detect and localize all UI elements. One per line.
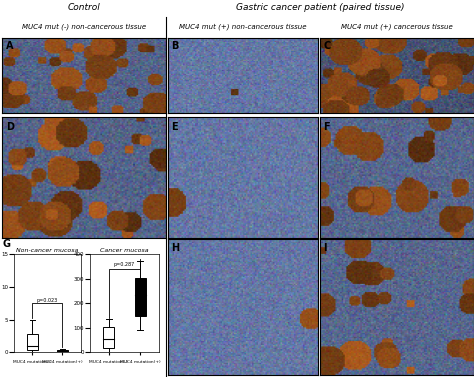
Bar <box>27 334 37 350</box>
Text: MUC4 mut (+) non-cancerous tissue: MUC4 mut (+) non-cancerous tissue <box>179 23 307 30</box>
Text: H: H <box>171 244 179 253</box>
Text: G: G <box>2 239 10 250</box>
Title: Cancer mucosa: Cancer mucosa <box>100 248 149 253</box>
Text: D: D <box>6 122 14 132</box>
Text: E: E <box>171 122 178 132</box>
Text: A: A <box>6 41 13 51</box>
Text: p=0.023: p=0.023 <box>37 297 58 302</box>
Text: I: I <box>323 244 327 253</box>
Text: C: C <box>323 41 330 51</box>
Title: Non-cancer mucosa: Non-cancer mucosa <box>16 248 79 253</box>
Text: MUC4 mut (-) non-cancerous tissue: MUC4 mut (-) non-cancerous tissue <box>22 23 146 30</box>
Text: B: B <box>171 41 179 51</box>
Bar <box>103 327 114 348</box>
Bar <box>135 278 146 316</box>
Bar <box>57 350 68 352</box>
Text: MUC4 mut (+) cancerous tissue: MUC4 mut (+) cancerous tissue <box>341 23 453 30</box>
Text: Gastric cancer patient (paired tissue): Gastric cancer patient (paired tissue) <box>236 3 404 12</box>
Text: p=0.287: p=0.287 <box>114 262 135 267</box>
Text: F: F <box>323 122 329 132</box>
Text: Control: Control <box>68 3 100 12</box>
